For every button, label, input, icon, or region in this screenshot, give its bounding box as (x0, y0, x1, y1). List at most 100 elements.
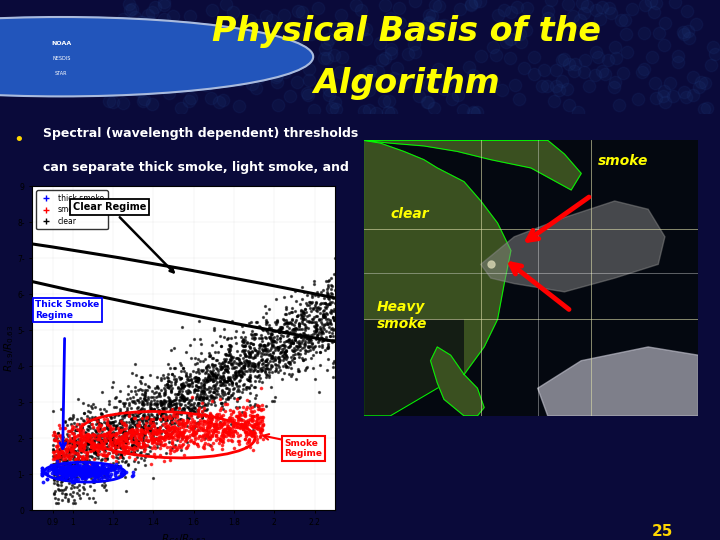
Point (422, 19, 433, 28)
Point (163, 426, 175, 435)
Point (117, 412, 128, 421)
Point (84, 465, 96, 474)
Point (158, 407, 169, 415)
Point (183, 380, 194, 389)
Point (65, 483, 76, 492)
Point (78, 434, 90, 443)
Point (49, 435, 60, 444)
Point (184, 423, 195, 431)
Point (126, 425, 138, 434)
Point (147, 432, 158, 441)
Point (77, 462, 89, 471)
Point (244, 411, 256, 420)
Point (217, 428, 228, 437)
Point (136, 373, 148, 382)
Point (48, 463, 59, 471)
Point (62, 474, 73, 482)
Point (326, 338, 338, 347)
Point (305, 318, 317, 326)
Point (129, 443, 140, 452)
Point (127, 416, 138, 425)
Point (150, 401, 161, 409)
Point (235, 372, 247, 380)
Point (192, 408, 204, 417)
Point (176, 415, 187, 423)
Point (110, 453, 122, 461)
Point (210, 422, 222, 430)
Point (248, 423, 259, 432)
Point (98, 468, 109, 476)
Point (130, 359, 141, 368)
Point (127, 392, 139, 401)
Point (135, 405, 147, 414)
Point (64, 471, 76, 480)
Point (254, 374, 266, 382)
Point (136, 415, 148, 424)
Point (89, 476, 101, 484)
Point (228, 407, 239, 415)
Point (57, 470, 68, 479)
Point (225, 431, 237, 440)
Point (282, 327, 293, 336)
Point (55, 451, 66, 460)
Point (158, 456, 170, 465)
Point (85, 465, 96, 474)
Point (309, 342, 320, 351)
Point (300, 299, 312, 307)
Point (128, 448, 140, 457)
Point (106, 431, 117, 440)
Point (64, 447, 76, 455)
Point (289, 318, 301, 327)
Point (88, 475, 99, 484)
Point (300, 334, 312, 343)
Point (302, 324, 313, 333)
Point (280, 316, 292, 325)
Point (189, 360, 201, 369)
Point (66, 447, 78, 455)
Point (149, 453, 161, 461)
Point (303, 298, 315, 307)
Point (149, 443, 161, 452)
Point (302, 91, 314, 99)
Point (37, 477, 49, 486)
Point (104, 430, 115, 439)
Point (698, 105, 709, 113)
Point (204, 418, 216, 427)
Point (318, 325, 330, 333)
Point (91, 415, 102, 424)
Point (85, 459, 96, 468)
Point (138, 390, 150, 399)
Point (246, 381, 257, 389)
Point (211, 338, 222, 347)
Point (214, 362, 225, 370)
Point (56, 470, 68, 478)
Point (225, 333, 237, 342)
Point (236, 321, 248, 330)
Point (63, 448, 75, 457)
Point (121, 436, 132, 444)
Point (204, 36, 215, 45)
Point (188, 427, 199, 435)
Point (101, 467, 112, 475)
Point (194, 431, 206, 440)
Point (290, 333, 302, 341)
Point (79, 439, 91, 448)
Point (150, 415, 162, 423)
Point (129, 437, 140, 445)
Point (96, 455, 107, 463)
Point (100, 469, 112, 478)
Point (122, 460, 134, 468)
Point (88, 446, 99, 455)
Point (59, 485, 71, 494)
Point (246, 327, 258, 335)
Point (265, 361, 276, 370)
Point (270, 320, 282, 328)
Point (83, 417, 94, 426)
Point (176, 431, 187, 440)
Point (117, 441, 128, 450)
Point (164, 406, 176, 414)
Point (310, 328, 321, 337)
Point (203, 348, 215, 357)
Point (226, 380, 238, 389)
Point (86, 453, 97, 462)
